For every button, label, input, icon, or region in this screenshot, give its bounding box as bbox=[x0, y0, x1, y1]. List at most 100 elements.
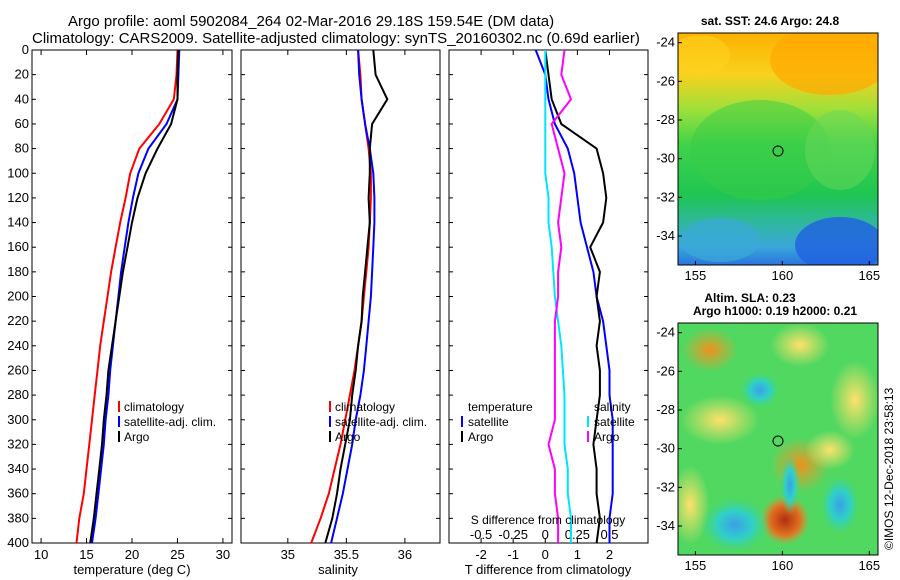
x-tick-label: 1 bbox=[574, 547, 581, 562]
map-x-tick-label: 160 bbox=[771, 558, 793, 573]
sst-warm-patch bbox=[678, 35, 730, 75]
sla-map-title: Altim. SLA: 0.23 bbox=[704, 291, 796, 305]
series-s-satellite bbox=[544, 50, 572, 543]
figure-title-line1: Argo profile: aoml 5902084_264 02-Mar-20… bbox=[68, 13, 554, 30]
sla-map-frame bbox=[677, 322, 879, 556]
depth-tick-label: 220 bbox=[7, 313, 29, 328]
depth-tick-label: 320 bbox=[7, 436, 29, 451]
x-tick-label: -1 bbox=[507, 547, 519, 562]
sla-map-axes: 155 160 165 -24 -26 -28 -30 -32 -34 bbox=[656, 325, 880, 573]
map-y-tick-label: -34 bbox=[656, 518, 675, 533]
salinity-xlabel: salinity bbox=[318, 562, 358, 577]
map-y-tick-label: -26 bbox=[656, 73, 675, 88]
sst-map bbox=[678, 33, 878, 265]
x2-tick-label: -0.25 bbox=[498, 527, 528, 542]
legend-climatology: climatology bbox=[335, 400, 395, 414]
temperature-plot: 10 15 20 25 30 bbox=[32, 49, 232, 562]
x-tick-label: 35.5 bbox=[334, 547, 359, 562]
depth-tick-label: 180 bbox=[7, 264, 29, 279]
difference-legend: temperature satellite Argo salinity sate… bbox=[461, 400, 635, 444]
sst-map-axes: 155 160 165 -24 -26 -28 -30 -32 -34 bbox=[656, 35, 880, 283]
sst-argo-marker bbox=[772, 145, 784, 157]
map-x-tick-label: 155 bbox=[685, 558, 707, 573]
sst-map-title: sat. SST: 24.6 Argo: 24.8 bbox=[701, 14, 840, 28]
difference-plot: -2 -1 0 1 2-0.5 -0.25 0 0.25 0.5 bbox=[449, 49, 648, 562]
depth-tick-label: 40 bbox=[15, 91, 29, 106]
map-y-tick-label: -32 bbox=[656, 189, 675, 204]
imos-credit: ©IMOS 12-Dec-2018 23:58:13 bbox=[882, 387, 896, 550]
series-satellite-adj-clim bbox=[91, 49, 181, 544]
series-climatology bbox=[75, 49, 179, 544]
x-tick-label: 0 bbox=[542, 547, 549, 562]
depth-tick-label: 360 bbox=[7, 486, 29, 501]
legend-argo: Argo bbox=[124, 430, 150, 444]
legend-climatology: climatology bbox=[124, 400, 184, 414]
map-y-tick-label: -30 bbox=[656, 441, 675, 456]
figure-title-line2: Climatology: CARS2009. Satellite-adjuste… bbox=[32, 30, 640, 47]
x2-tick-label: 0 bbox=[542, 527, 549, 542]
depth-tick-label: 0 bbox=[22, 42, 29, 57]
sla-high bbox=[770, 323, 830, 367]
sla-high bbox=[682, 328, 738, 372]
x2-tick-label: -0.5 bbox=[470, 527, 492, 542]
x-tick-label: 30 bbox=[216, 547, 230, 562]
map-y-tick-label: -32 bbox=[656, 479, 675, 494]
sla-low bbox=[740, 372, 780, 408]
depth-tick-label: 280 bbox=[7, 387, 29, 402]
map-x-tick-label: 155 bbox=[685, 268, 707, 283]
map-x-tick-label: 160 bbox=[771, 268, 793, 283]
legend-satellite: satellite-adj. clim. bbox=[335, 415, 427, 429]
x-tick-label: 10 bbox=[34, 547, 48, 562]
depth-tick-label: 80 bbox=[15, 141, 29, 156]
sla-high bbox=[680, 395, 760, 445]
sst-map-frame bbox=[677, 32, 879, 266]
depth-tick-label: 260 bbox=[7, 362, 29, 377]
sst-mid-patch bbox=[805, 110, 875, 190]
depth-tick-label: 160 bbox=[7, 239, 29, 254]
depth-tick-label: 400 bbox=[7, 535, 29, 550]
depth-tick-label: 60 bbox=[15, 116, 29, 131]
temperature-xlabel: temperature (deg C) bbox=[73, 562, 190, 577]
series-t-argo bbox=[544, 49, 608, 544]
map-y-tick-label: -26 bbox=[656, 363, 675, 378]
sla-low bbox=[780, 455, 800, 515]
sla-map bbox=[678, 323, 878, 555]
x2-tick-label: 0.25 bbox=[565, 527, 590, 542]
map-y-tick-label: -34 bbox=[656, 228, 675, 243]
sst-cool-patch bbox=[795, 217, 878, 265]
map-x-tick-label: 165 bbox=[858, 558, 880, 573]
depth-tick-label: 140 bbox=[7, 215, 29, 230]
sla-low bbox=[700, 497, 770, 553]
temperature-legend: climatology satellite-adj. clim. Argo bbox=[118, 400, 216, 444]
map-y-tick-label: -28 bbox=[656, 402, 675, 417]
legend-s-argo: Argo bbox=[594, 430, 620, 444]
series-t-satellite bbox=[534, 49, 614, 543]
x-tick-label: -2 bbox=[475, 547, 487, 562]
sla-high bbox=[805, 430, 855, 470]
map-y-tick-label: -24 bbox=[656, 35, 675, 50]
depth-tick-label: 240 bbox=[7, 338, 29, 353]
depth-tick-label: 120 bbox=[7, 190, 29, 205]
x-tick-label: 2 bbox=[606, 547, 613, 562]
legend-satellite: satellite-adj. clim. bbox=[124, 415, 216, 429]
difference-x2label: S difference from climatology bbox=[471, 513, 626, 527]
sla-map-subtitle: Argo h1000: 0.19 h2000: 0.21 bbox=[693, 304, 857, 318]
legend-t-satellite: satellite bbox=[468, 415, 509, 429]
difference-panel bbox=[448, 49, 649, 544]
depth-tick-label: 200 bbox=[7, 289, 29, 304]
depth-axis: 0 20 40 60 80 100 120 140 160 180 200 220 240 260 280 3… bbox=[7, 42, 29, 550]
sla-max bbox=[760, 495, 810, 545]
legend-t-argo: Argo bbox=[468, 430, 494, 444]
map-y-tick-label: -28 bbox=[656, 112, 675, 127]
x-tick-label: 25 bbox=[170, 547, 184, 562]
depth-tick-label: 20 bbox=[15, 67, 29, 82]
series-s-argo bbox=[547, 49, 572, 543]
legend-temperature-title: temperature bbox=[468, 400, 533, 414]
sst-mid-patch bbox=[690, 100, 830, 200]
salinity-legend: climatology satellite-adj. clim. Argo bbox=[329, 400, 427, 444]
series-argo bbox=[324, 49, 389, 544]
map-y-tick-label: -24 bbox=[656, 325, 675, 340]
x-tick-label: 15 bbox=[79, 547, 93, 562]
x-tick-label: 35 bbox=[281, 547, 295, 562]
